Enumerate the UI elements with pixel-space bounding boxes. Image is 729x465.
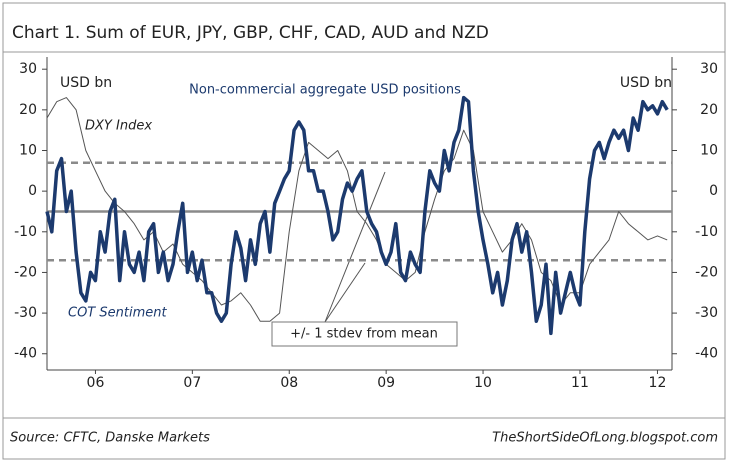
y2-tick-label: 30 bbox=[700, 61, 718, 77]
x-tick-label: 11 bbox=[571, 375, 589, 391]
y2-tick-label: -40 bbox=[695, 346, 718, 362]
y-tick-label: 10 bbox=[19, 142, 37, 158]
y2-tick-label: -20 bbox=[695, 264, 718, 280]
source: Source: CFTC, Danske Markets bbox=[10, 431, 210, 446]
y-tick-label: 30 bbox=[19, 61, 37, 77]
y2-tick-label: 10 bbox=[700, 142, 718, 158]
annotation: +/- 1 stdev from mean bbox=[290, 327, 438, 342]
y-tick-label: -30 bbox=[14, 305, 37, 321]
x-tick-label: 10 bbox=[474, 375, 492, 391]
chart-title: Chart 1. Sum of EUR, JPY, GBP, CHF, CAD,… bbox=[12, 23, 489, 43]
y-tick-label: 20 bbox=[19, 102, 37, 118]
y-axis-label: USD bn bbox=[60, 75, 112, 91]
x-tick-label: 12 bbox=[649, 375, 667, 391]
pointer-line bbox=[324, 262, 366, 323]
annotation: DXY Index bbox=[85, 119, 152, 134]
y2-tick-label: -30 bbox=[695, 305, 718, 321]
outer-frame bbox=[2, 2, 726, 460]
y-tick-label: -40 bbox=[14, 346, 37, 362]
y2-axis-label: USD bn bbox=[620, 75, 672, 91]
annotation: COT Sentiment bbox=[68, 306, 167, 321]
annotation: Non-commercial aggregate USD positions bbox=[189, 83, 461, 98]
x-tick-label: 07 bbox=[183, 375, 201, 391]
pointer-line bbox=[324, 171, 386, 323]
y2-tick-label: 0 bbox=[709, 183, 718, 199]
annotation-box bbox=[271, 321, 458, 347]
series-line bbox=[45, 95, 669, 336]
y2-tick-label: 20 bbox=[700, 102, 718, 118]
x-tick-label: 06 bbox=[87, 375, 105, 391]
y-tick-label: 0 bbox=[28, 183, 37, 199]
y2-tick-label: -10 bbox=[695, 224, 718, 240]
y-tick-label: -20 bbox=[14, 264, 37, 280]
x-tick-label: 09 bbox=[377, 375, 395, 391]
y-tick-label: -10 bbox=[14, 224, 37, 240]
x-tick-label: 08 bbox=[280, 375, 298, 391]
credit: TheShortSideOfLong.blogspot.com bbox=[492, 431, 718, 446]
